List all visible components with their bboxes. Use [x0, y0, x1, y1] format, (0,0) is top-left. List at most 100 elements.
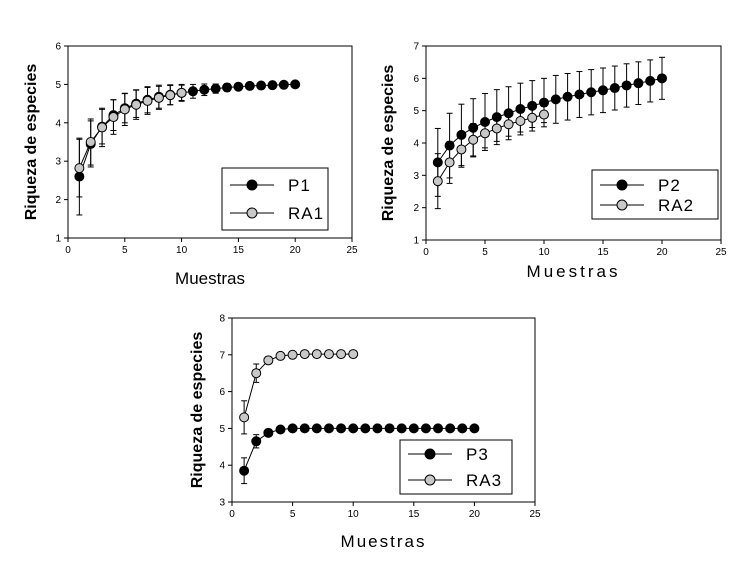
series-line	[78, 92, 182, 169]
data-point	[433, 423, 444, 434]
data-point	[210, 83, 221, 94]
y-axis-label: Riqueza de especies	[380, 65, 397, 222]
data-point	[187, 86, 198, 97]
data-point	[244, 80, 255, 91]
data-point	[645, 75, 656, 86]
x-tick-label: 25	[715, 247, 727, 258]
data-point	[457, 423, 468, 434]
data-point	[491, 123, 502, 134]
data-point	[360, 423, 371, 434]
legend-label-ra2: RA2	[658, 196, 694, 215]
data-point	[311, 423, 322, 434]
x-tick-label: 5	[122, 245, 128, 256]
y-tick-label: 7	[413, 42, 419, 53]
x-tick-label: 0	[423, 247, 429, 258]
y-tick-label: 5	[55, 80, 61, 91]
data-point	[469, 423, 480, 434]
data-point	[432, 176, 443, 187]
data-point	[323, 423, 334, 434]
x-tick-label: 20	[656, 247, 668, 258]
legend-box	[591, 169, 719, 220]
y-axis-label: Riqueza de especies	[189, 332, 206, 489]
legend-marker-p1	[246, 179, 258, 191]
x-axis-label: Muestras	[341, 532, 427, 551]
data-point	[503, 119, 514, 130]
y-tick-label: 2	[413, 203, 419, 214]
x-tick-label: 15	[233, 245, 245, 256]
data-point	[108, 112, 119, 123]
data-point	[165, 90, 176, 101]
y-tick-label: 5	[413, 106, 419, 117]
data-point	[539, 109, 549, 120]
data-point	[263, 427, 274, 438]
series-line	[437, 114, 545, 182]
series-line	[437, 77, 663, 163]
x-tick-label: 15	[597, 247, 609, 258]
x-tick-label: 10	[348, 509, 360, 520]
data-point	[299, 423, 310, 434]
x-tick-label: 25	[529, 509, 541, 520]
x-axis-label: Muestras	[527, 262, 621, 281]
data-point	[153, 92, 164, 103]
legend-marker-ra2	[616, 199, 628, 211]
chart-panel-p1-ra1: 0 5 10 15 20 25 1 2 3 4 5 6 Muestras Riqueza de espec…	[23, 42, 358, 289]
legend-label-p3: P3	[466, 445, 489, 464]
data-point	[267, 80, 278, 91]
data-point	[74, 163, 85, 174]
data-point	[456, 144, 467, 155]
legend-marker-ra3	[424, 474, 436, 486]
data-point	[444, 157, 455, 168]
data-point	[290, 79, 301, 90]
y-tick-label: 1	[55, 234, 61, 245]
legend-label-p1: P1	[288, 176, 311, 195]
x-tick-label: 0	[65, 245, 71, 256]
series-p3	[239, 423, 480, 485]
data-point	[287, 349, 298, 360]
y-tick-label: 7	[219, 350, 225, 361]
data-point	[176, 87, 187, 98]
y-axis-label: Riqueza de especies	[23, 64, 40, 221]
data-point	[348, 349, 359, 360]
x-tick-label: 20	[469, 509, 481, 520]
data-point	[256, 80, 267, 91]
data-point	[336, 349, 347, 360]
y-tick-label: 3	[55, 157, 61, 168]
legend-box	[399, 439, 513, 495]
legend-label-ra3: RA3	[466, 471, 502, 490]
plot-frame	[67, 45, 353, 239]
series-ra1	[74, 84, 187, 198]
data-point	[480, 128, 490, 139]
data-point	[119, 104, 130, 115]
x-tick-label: 5	[482, 247, 488, 258]
data-point	[311, 349, 322, 360]
data-point	[239, 412, 250, 423]
y-tick-label: 1	[413, 236, 419, 247]
data-point	[384, 423, 395, 434]
data-point	[287, 423, 298, 434]
data-point	[574, 89, 585, 100]
series-ra3	[239, 349, 359, 435]
legend-label-ra1: RA1	[288, 204, 324, 223]
y-tick-label: 6	[219, 387, 225, 398]
data-point	[85, 137, 96, 147]
data-point	[396, 423, 407, 434]
legend-marker-ra1	[246, 207, 258, 219]
data-point	[621, 80, 632, 91]
x-tick-label: 10	[176, 245, 188, 256]
x-tick-label: 15	[408, 509, 420, 520]
data-point	[598, 85, 608, 96]
y-tick-label: 4	[55, 118, 61, 129]
data-point	[239, 465, 250, 476]
data-point	[515, 116, 526, 127]
legend-marker-p2	[616, 179, 628, 191]
data-point	[275, 424, 286, 435]
data-point	[562, 91, 573, 102]
y-tick-label: 8	[219, 314, 225, 325]
y-tick-label: 3	[413, 171, 419, 182]
data-point	[408, 423, 419, 434]
data-point	[233, 81, 244, 92]
